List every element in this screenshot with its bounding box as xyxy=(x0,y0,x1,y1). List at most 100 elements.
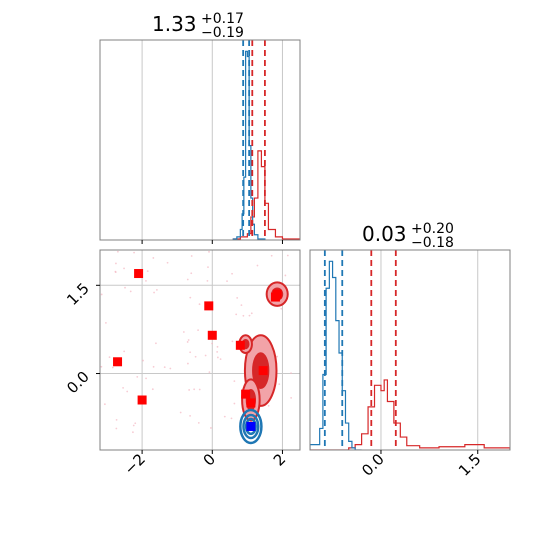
histogram-blue-br xyxy=(310,260,362,450)
frame-tl xyxy=(99,39,301,241)
scatter-point xyxy=(189,351,192,354)
scatter-point xyxy=(226,280,228,282)
tick-label-br-x-1: 1.5 xyxy=(455,450,485,480)
histogram-red-tl xyxy=(232,150,300,240)
marker-red-5 xyxy=(235,340,245,350)
scatter-point xyxy=(284,274,287,277)
scatter-point xyxy=(206,279,209,282)
scatter-point xyxy=(235,313,238,316)
title-top-left-lower: −0.19 xyxy=(201,25,244,41)
scatter-point xyxy=(100,293,103,296)
scatter-point xyxy=(132,424,135,427)
scatter-point xyxy=(122,386,124,389)
scatter-point xyxy=(132,431,134,434)
title-top-left: 1.33 +0.17 −0.19 xyxy=(152,11,244,41)
marker-red-3 xyxy=(204,301,214,311)
scatter-point xyxy=(248,314,251,317)
scatter-point xyxy=(270,254,273,257)
scatter-point xyxy=(114,270,117,273)
scatter-point xyxy=(166,261,169,264)
scatter-point xyxy=(155,342,157,345)
scatter-point xyxy=(103,403,106,406)
scatter-point xyxy=(115,262,117,265)
scatter-point xyxy=(250,312,253,315)
scatter-point xyxy=(182,331,185,333)
scatter-point xyxy=(151,388,154,391)
scatter-point xyxy=(208,371,211,374)
tick-label-bl-y-0: 0.0 xyxy=(63,368,93,398)
scatter-point xyxy=(233,402,236,405)
scatter-point xyxy=(231,340,234,343)
scatter-point xyxy=(179,411,182,414)
title-bottom-right-upper: +0.20 xyxy=(411,221,454,237)
tick-label-bl-x-2: 2 xyxy=(270,450,289,469)
scatter-point xyxy=(187,362,189,365)
contour-blue-0 xyxy=(239,408,263,445)
scatter-point xyxy=(188,389,191,391)
scatter-point xyxy=(129,290,132,293)
scatter-point xyxy=(190,255,193,257)
title-bottom-right-lower: −0.18 xyxy=(411,235,454,251)
scatter-point xyxy=(197,421,200,424)
marker-red-0 xyxy=(134,269,144,279)
marker-red-1 xyxy=(113,357,123,367)
scatter-point xyxy=(142,359,144,362)
marker-red-7 xyxy=(241,389,251,399)
scatter-point xyxy=(189,296,192,299)
scatter-point xyxy=(230,417,233,420)
marker-red-10 xyxy=(272,289,282,299)
frame-bl xyxy=(99,249,301,451)
scatter-point xyxy=(123,267,125,270)
scatter-point xyxy=(198,303,201,306)
scatter-point xyxy=(108,356,111,359)
scatter-point xyxy=(280,307,283,310)
scatter-point xyxy=(115,427,118,430)
scatter-point xyxy=(116,250,119,253)
title-top-left-upper: +0.17 xyxy=(201,11,244,27)
histogram-red-br xyxy=(310,379,510,450)
scatter-point xyxy=(204,354,207,357)
title-bottom-right: 0.03 +0.20 −0.18 xyxy=(362,221,454,251)
scatter-point xyxy=(186,278,189,281)
scatter-point xyxy=(187,339,190,341)
title-bottom-right-value: 0.03 xyxy=(362,222,407,246)
scatter-point xyxy=(231,272,233,275)
scatter-point xyxy=(145,377,147,380)
scatter-point xyxy=(163,366,166,369)
scatter-point xyxy=(193,388,196,391)
tick-label-bl-y-1: 1.5 xyxy=(63,279,93,309)
scatter-point xyxy=(146,270,149,273)
scatter-point xyxy=(152,365,155,368)
scatter-point xyxy=(223,415,226,418)
contour-blue-2 xyxy=(244,417,257,436)
scatter-point xyxy=(211,342,213,345)
histogram-blue-tl xyxy=(232,50,266,240)
tick-label-bl-x-1: 0 xyxy=(200,450,219,469)
scatter-point xyxy=(111,366,114,369)
tick-label-br-x-0: 0.0 xyxy=(358,450,388,480)
marker-red-6 xyxy=(258,366,268,376)
scatter-point xyxy=(216,345,219,348)
marker-blue xyxy=(246,421,256,431)
marker-red-2 xyxy=(137,395,147,405)
scatter-point xyxy=(190,272,193,275)
scatter-point xyxy=(189,415,191,417)
scatter-point xyxy=(216,356,219,359)
scatter-point xyxy=(152,257,155,259)
scatter-point xyxy=(124,286,126,289)
scatter-point xyxy=(210,427,212,429)
frame-br xyxy=(309,249,511,451)
scatter-point xyxy=(286,254,289,257)
contour-blue-1 xyxy=(242,413,260,440)
scatter-point xyxy=(105,321,107,324)
scatter-point xyxy=(236,297,239,299)
scatter-point xyxy=(123,350,126,353)
scatter-point xyxy=(197,329,199,331)
panel-top-left-histogram xyxy=(99,39,301,244)
tick-label-bl-x-0: −2 xyxy=(121,450,149,478)
scatter-point xyxy=(233,380,236,383)
scatter-point xyxy=(290,372,292,374)
scatter-point xyxy=(136,376,139,378)
panel-bottom-left-scatter: −2 0 2 0.0 1.5 xyxy=(63,249,301,478)
